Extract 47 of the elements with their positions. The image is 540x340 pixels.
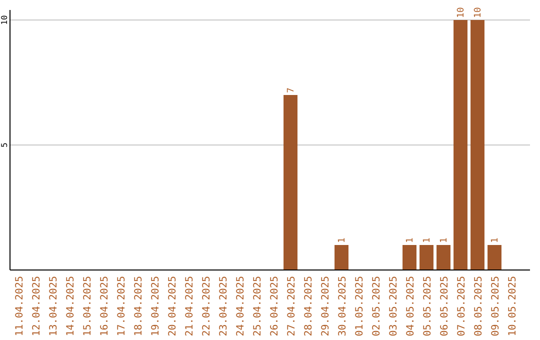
bar (334, 245, 348, 270)
x-tick-label: 18.04.2025 (134, 276, 144, 336)
bar (454, 20, 468, 270)
x-tick-label: 10.05.2025 (508, 276, 518, 336)
bar (402, 245, 416, 270)
x-tick-label: 29.04.2025 (320, 276, 332, 336)
data-label: 7 (286, 88, 296, 93)
x-tick-label: 28.04.2025 (304, 276, 314, 336)
x-tick-label: 02.05.2025 (372, 276, 382, 336)
x-tick-label: 05.05.2025 (422, 276, 434, 336)
bar (284, 95, 298, 270)
x-tick-label: 11.04.2025 (14, 276, 26, 336)
x-tick-label: 13.04.2025 (48, 276, 60, 336)
data-label: 1 (440, 238, 450, 243)
x-tick-label: 24.04.2025 (236, 276, 246, 336)
bar (470, 20, 484, 270)
bar (436, 245, 450, 270)
x-tick-label: 01.05.2025 (354, 276, 366, 336)
y-tick-label: 5 (0, 142, 9, 148)
x-tick-label: 16.04.2025 (100, 276, 110, 336)
bar (420, 245, 434, 270)
x-tick-label: 15.04.2025 (82, 276, 94, 336)
x-tick-label: 30.04.2025 (338, 276, 348, 336)
data-label: 1 (338, 238, 348, 243)
x-tick-label: 03.05.2025 (388, 276, 400, 336)
data-label: 1 (422, 238, 432, 243)
x-tick-label: 17.04.2025 (116, 276, 128, 336)
x-tick-label: 20.04.2025 (168, 276, 178, 336)
x-tick-label: 07.05.2025 (456, 276, 468, 336)
x-tick-label: 25.04.2025 (252, 276, 264, 336)
x-tick-label: 12.04.2025 (32, 276, 42, 336)
x-tick-label: 19.04.2025 (150, 276, 162, 336)
x-tick-label: 09.05.2025 (490, 276, 502, 336)
data-label: 10 (456, 7, 466, 18)
data-label: 10 (474, 7, 484, 18)
data-label: 1 (406, 238, 416, 243)
x-tick-label: 23.04.2025 (218, 276, 230, 336)
x-tick-label: 06.05.2025 (440, 276, 450, 336)
x-tick-label: 22.04.2025 (202, 276, 212, 336)
x-tick-label: 27.04.2025 (286, 276, 298, 336)
x-tick-label: 26.04.2025 (270, 276, 280, 336)
x-tick-label: 08.05.2025 (474, 276, 484, 336)
x-tick-label: 21.04.2025 (184, 276, 196, 336)
x-tick-label: 14.04.2025 (66, 276, 76, 336)
bar (488, 245, 502, 270)
data-label: 1 (490, 238, 500, 243)
x-tick-label: 04.05.2025 (406, 276, 416, 336)
